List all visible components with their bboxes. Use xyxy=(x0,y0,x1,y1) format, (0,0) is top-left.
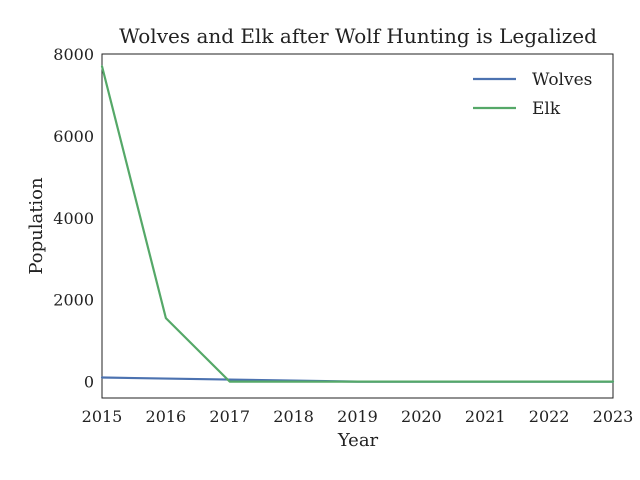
plot-area xyxy=(100,53,615,399)
legend-label: Elk xyxy=(532,99,561,119)
legend-label: Wolves xyxy=(532,70,592,90)
y-tick-label: 0 xyxy=(84,373,94,392)
x-tick-label: 2017 xyxy=(209,407,250,426)
series-layer xyxy=(100,65,615,383)
legend-item-wolves: Wolves xyxy=(473,70,592,90)
y-tick-label: 6000 xyxy=(53,127,94,146)
series-line-elk xyxy=(100,65,615,383)
x-tick-label: 2015 xyxy=(82,407,123,426)
x-tick-label: 2018 xyxy=(273,407,314,426)
x-tick-label: 2023 xyxy=(593,407,634,426)
chart-title: Wolves and Elk after Wolf Hunting is Leg… xyxy=(119,24,597,48)
y-axis-ticks: 0 2000 4000 6000 8000 xyxy=(53,45,94,392)
y-axis-label: Population xyxy=(26,177,47,275)
y-tick-label: 2000 xyxy=(53,291,94,310)
legend: Wolves Elk xyxy=(473,70,592,119)
x-tick-label: 2019 xyxy=(337,407,378,426)
x-axis-ticks: 2015 2016 2017 2018 2019 2020 2021 2022 2023 xyxy=(82,407,634,426)
legend-item-elk: Elk xyxy=(473,99,561,119)
x-tick-label: 2016 xyxy=(146,407,187,426)
x-tick-label: 2020 xyxy=(401,407,442,426)
x-tick-label: 2021 xyxy=(465,407,506,426)
x-axis-label: Year xyxy=(337,430,379,451)
y-tick-label: 8000 xyxy=(53,45,94,64)
x-tick-label: 2022 xyxy=(529,407,570,426)
y-tick-label: 4000 xyxy=(53,209,94,228)
